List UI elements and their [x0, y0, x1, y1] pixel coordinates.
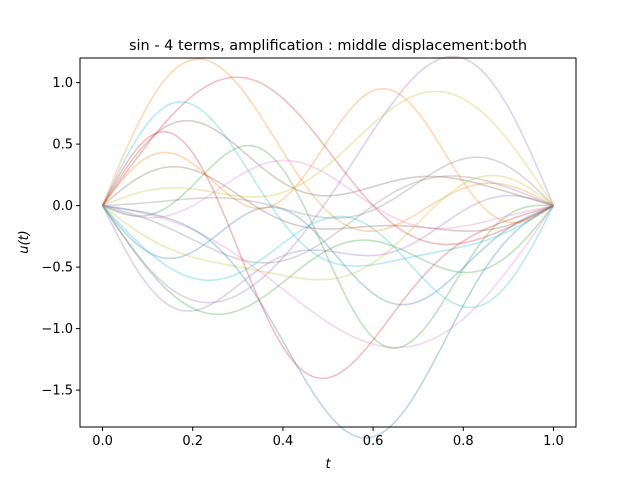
series-line-20	[102, 174, 554, 281]
x-tick-label: 0.0	[92, 434, 113, 449]
series-line-10	[101, 101, 554, 267]
series-line-18	[102, 156, 555, 219]
x-axis-label: t	[325, 457, 331, 472]
series-line-3	[102, 144, 554, 349]
series-line-12	[101, 87, 554, 224]
y-tick-label: 1.0	[52, 76, 73, 91]
series-line-5	[101, 55, 555, 304]
y-tick-label: −1.0	[41, 322, 73, 337]
series-line-16	[102, 165, 554, 232]
series-line-15	[101, 194, 554, 312]
x-tick-label: 1.0	[543, 434, 564, 449]
axes-frame	[79, 57, 577, 428]
series-line-4	[101, 76, 554, 246]
series-line-1	[101, 58, 554, 233]
series-line-9	[102, 90, 555, 207]
series-line-6	[101, 119, 554, 207]
x-tick-label: 0.2	[182, 434, 203, 449]
y-tick-label: 0.5	[52, 138, 73, 153]
x-tick-label: 0.4	[273, 434, 294, 449]
series-line-8	[102, 175, 554, 264]
series-line-7	[102, 204, 555, 349]
series-line-13	[101, 205, 555, 316]
chart-title: sin - 4 terms, amplification : middle di…	[129, 38, 527, 54]
series-line-14	[101, 130, 554, 380]
series-line-19	[101, 205, 555, 309]
x-tick-label: 0.8	[453, 434, 474, 449]
series-line-17	[102, 159, 554, 230]
y-tick-label: 0.0	[52, 199, 73, 214]
series-line-2	[101, 204, 554, 306]
x-tick-label: 0.6	[363, 434, 384, 449]
y-axis: −1.5 −1.0 −0.5 0.0 0.5 1.0	[41, 76, 80, 399]
x-axis: 0.0 0.2 0.4 0.6 0.8 1.0	[92, 427, 564, 449]
y-axis-label: u(t)	[17, 230, 32, 253]
plot-area	[101, 55, 555, 439]
y-tick-label: −0.5	[41, 261, 73, 276]
y-tick-label: −1.5	[41, 384, 73, 399]
series-line-11	[102, 204, 554, 439]
